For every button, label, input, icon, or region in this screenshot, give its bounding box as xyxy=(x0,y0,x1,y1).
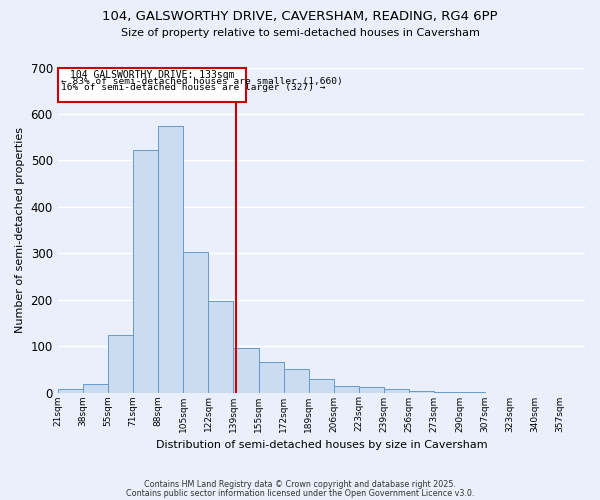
Text: 104, GALSWORTHY DRIVE, CAVERSHAM, READING, RG4 6PP: 104, GALSWORTHY DRIVE, CAVERSHAM, READIN… xyxy=(102,10,498,23)
Bar xyxy=(259,362,284,392)
Bar xyxy=(409,390,434,392)
X-axis label: Distribution of semi-detached houses by size in Caversham: Distribution of semi-detached houses by … xyxy=(155,440,487,450)
FancyBboxPatch shape xyxy=(58,68,246,102)
Bar xyxy=(83,384,108,392)
Bar xyxy=(233,348,259,393)
Y-axis label: Number of semi-detached properties: Number of semi-detached properties xyxy=(15,127,25,333)
Text: Contains public sector information licensed under the Open Government Licence v3: Contains public sector information licen… xyxy=(126,488,474,498)
Bar xyxy=(284,370,309,392)
Bar xyxy=(334,386,359,392)
Text: Size of property relative to semi-detached houses in Caversham: Size of property relative to semi-detach… xyxy=(121,28,479,38)
Bar xyxy=(384,389,409,392)
Text: Contains HM Land Registry data © Crown copyright and database right 2025.: Contains HM Land Registry data © Crown c… xyxy=(144,480,456,489)
Bar xyxy=(359,388,384,392)
Bar xyxy=(58,389,83,392)
Text: ← 83% of semi-detached houses are smaller (1,660): ← 83% of semi-detached houses are smalle… xyxy=(61,77,343,86)
Bar xyxy=(108,335,133,392)
Bar xyxy=(183,252,208,392)
Bar xyxy=(133,150,158,392)
Bar xyxy=(158,126,183,392)
Bar xyxy=(309,378,334,392)
Text: 104 GALSWORTHY DRIVE: 133sqm: 104 GALSWORTHY DRIVE: 133sqm xyxy=(70,70,234,81)
Bar xyxy=(208,301,233,392)
Text: 16% of semi-detached houses are larger (327) →: 16% of semi-detached houses are larger (… xyxy=(61,84,325,92)
